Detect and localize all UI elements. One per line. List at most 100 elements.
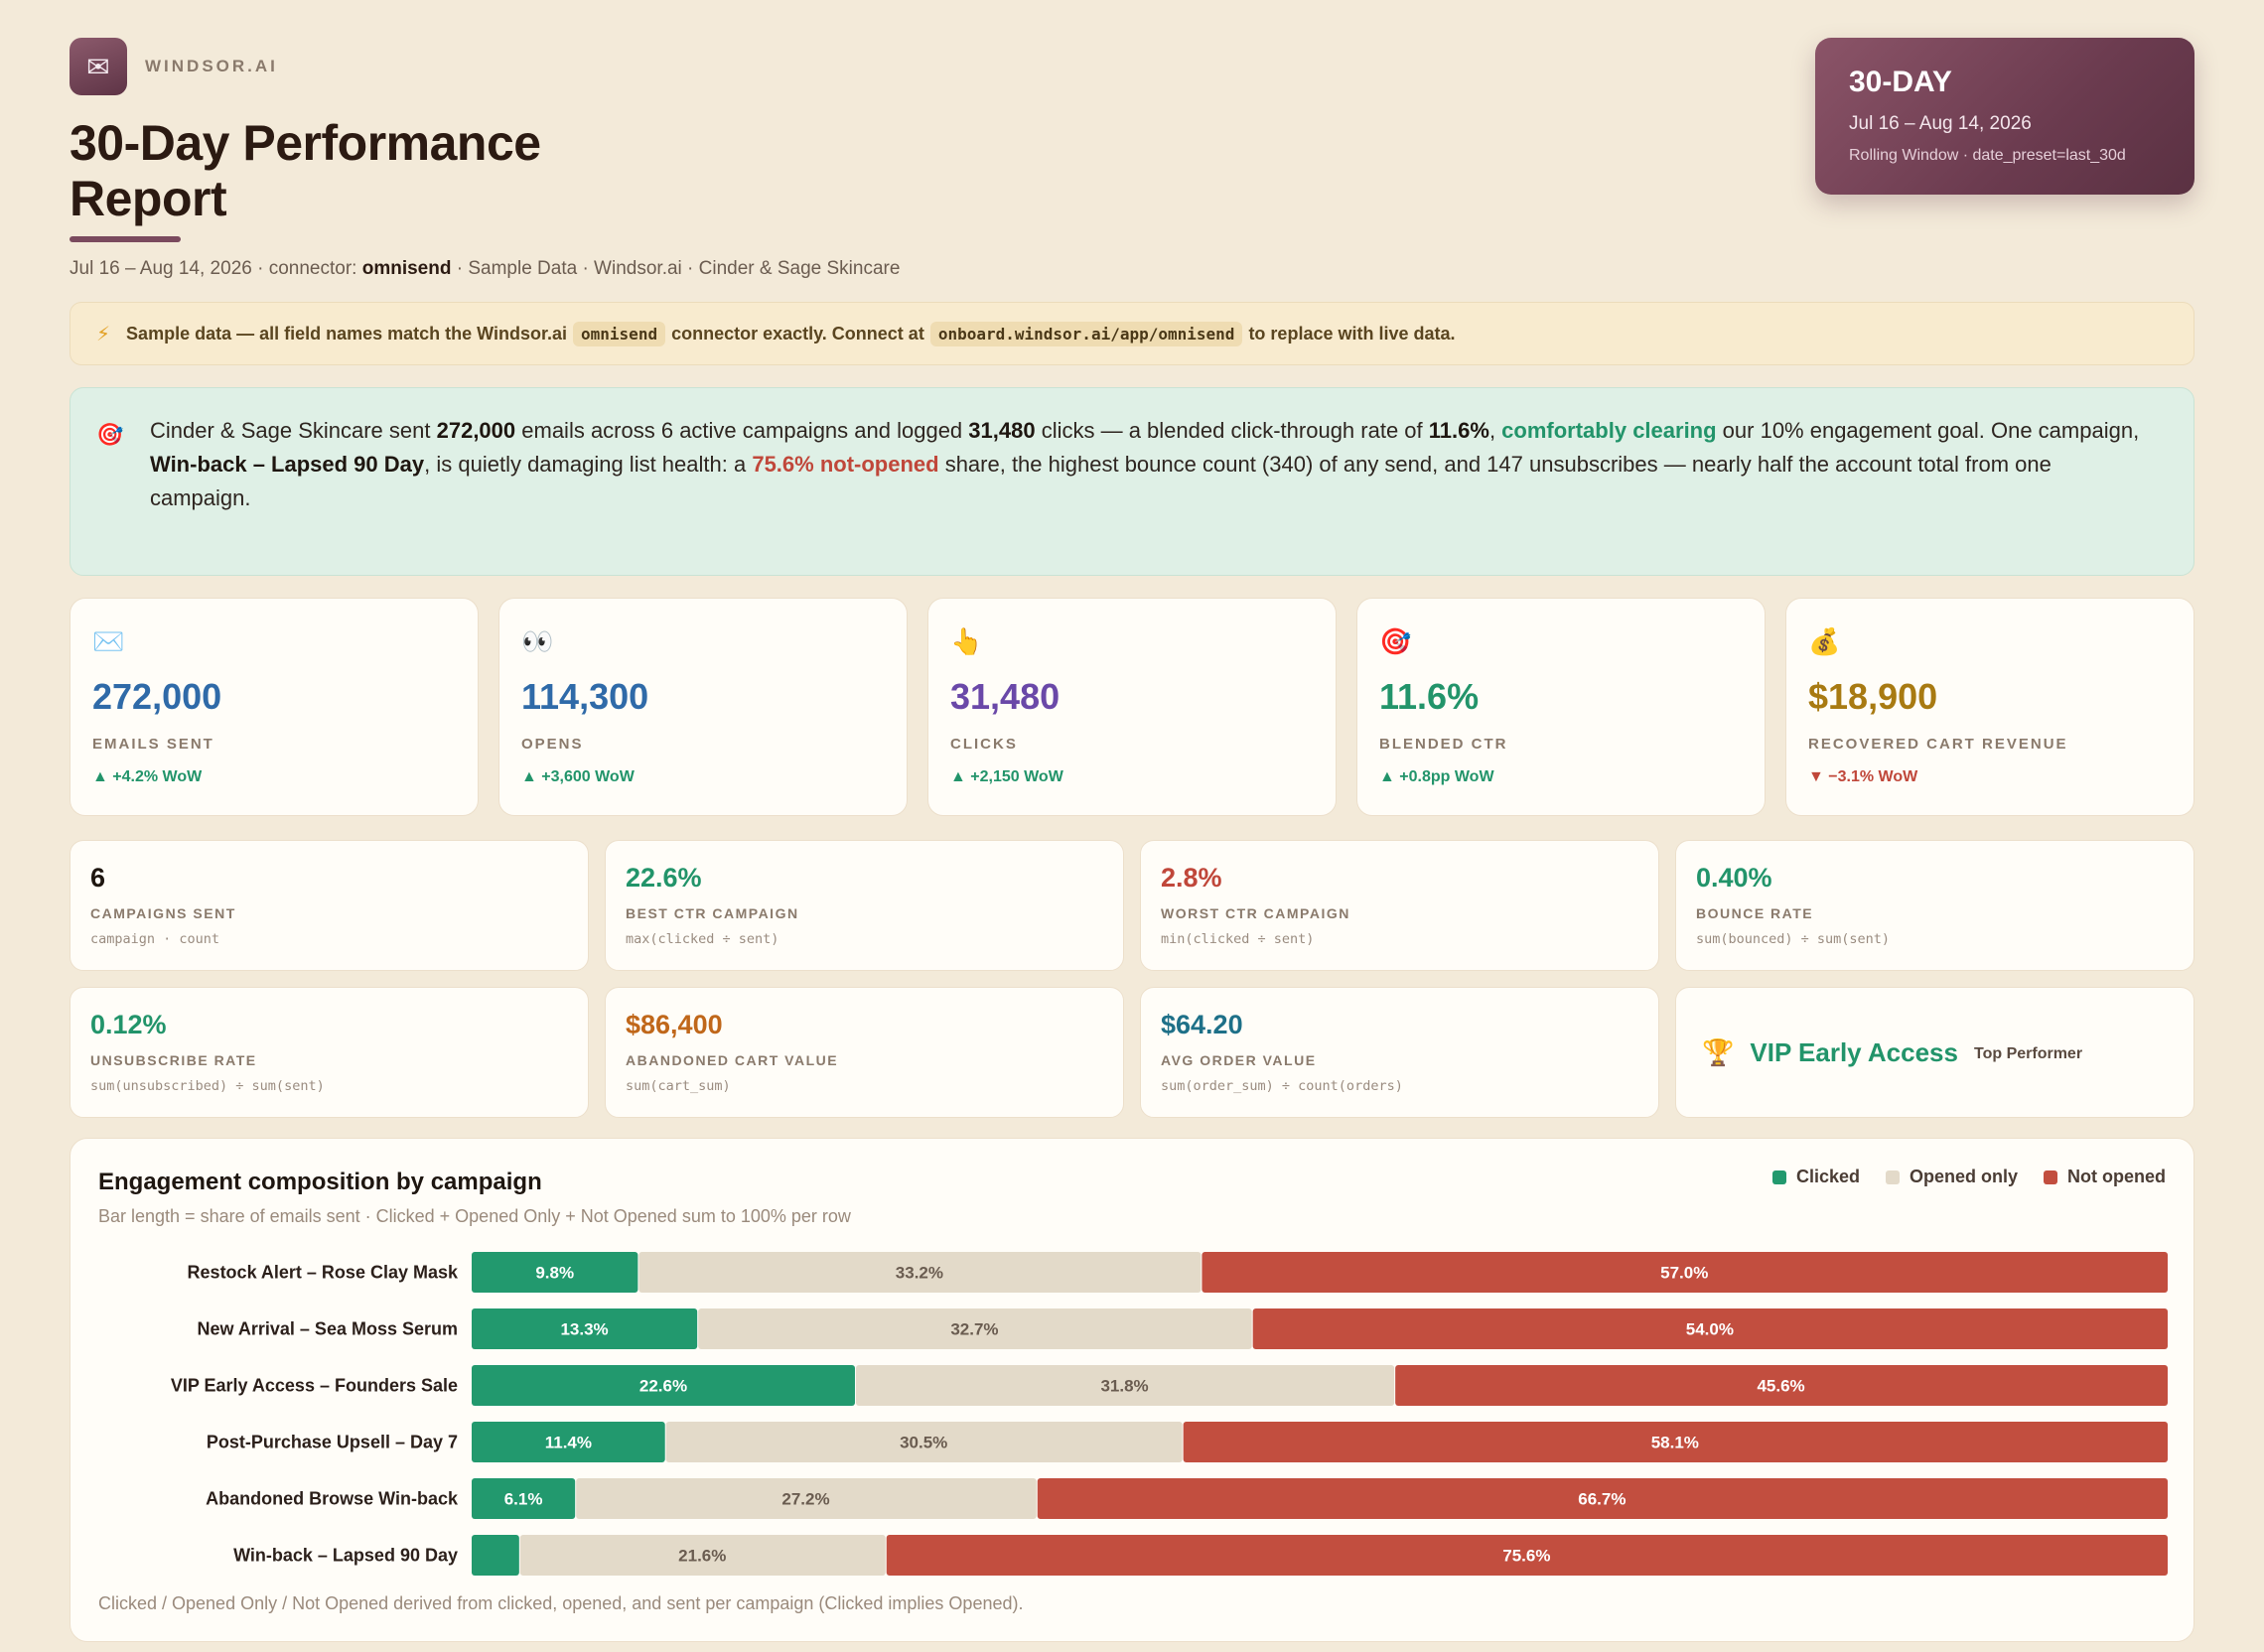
category-label: Win-back – Lapsed 90 Day: [233, 1546, 458, 1566]
bar-data-label: 75.6%: [1502, 1547, 1550, 1566]
bar-data-label: 58.1%: [1651, 1434, 1699, 1452]
banner-text-3: to replace with live data.: [1248, 323, 1456, 344]
top-performer-name: VIP Early Access: [1750, 1036, 1958, 1067]
chart-legend: Clicked Opened only Not opened: [1771, 1167, 2166, 1187]
metric-grid: 6 CAMPAIGNS SENT campaign · count 22.6% …: [70, 840, 2194, 1118]
bar-segment-not-opened[interactable]: [1395, 1365, 2168, 1406]
metric-card-unsubscribe-rate: 0.12% UNSUBSCRIBE RATE sum(unsubscribed)…: [70, 987, 589, 1118]
brand-row: ✉ WINDSOR.AI: [70, 38, 2194, 95]
metric-formula: sum(bounced) ÷ sum(sent): [1696, 931, 1891, 947]
kpi-delta: ▲ +3,600 WoW: [521, 768, 635, 785]
summary-text: Cinder & Sage Skincare sent 272,000 emai…: [150, 418, 2140, 510]
metric-label: BOUNCE RATE: [1696, 905, 1814, 921]
bar-data-label: 9.8%: [535, 1264, 574, 1283]
legend-swatch: [1885, 1170, 1900, 1184]
kpi-value: 114,300: [521, 676, 649, 717]
banner-text-1: Sample data — all field names match the …: [126, 323, 568, 344]
page-title: 30-Day Performance Report: [70, 115, 541, 226]
kpi-delta: ▲ +4.2% WoW: [92, 768, 203, 785]
bar-segment-not-opened[interactable]: [886, 1535, 2169, 1576]
top-performer-tag: Top Performer: [1973, 1045, 2083, 1062]
bar-data-label: 27.2%: [781, 1490, 829, 1509]
kpi-card-recovered-revenue: 💰 $18,900 RECOVERED CART REVENUE ▼ −3.1%…: [1785, 598, 2194, 816]
brand-name: WINDSOR.AI: [145, 57, 278, 75]
kpi-row: ✉️ 272,000 EMAILS SENT ▲ +4.2% WoW 👀 114…: [70, 598, 2194, 816]
bar-data-label: 57.0%: [1660, 1264, 1708, 1283]
target-icon: 🎯: [96, 422, 124, 447]
bar-segment-not-opened[interactable]: [1252, 1308, 2168, 1349]
banner-text: Sample data — all field names match the …: [126, 321, 1456, 346]
kpi-card-clicks: 👆 31,480 CLICKS ▲ +2,150 WoW: [927, 598, 1337, 816]
period-dates: Jul 16 – Aug 14, 2026: [1849, 113, 2032, 134]
bar-segment-clicked[interactable]: [472, 1535, 519, 1576]
banner-url-code[interactable]: onboard.windsor.ai/app/omnisend: [929, 321, 1243, 346]
chart-title: Engagement composition by campaign: [98, 1169, 542, 1195]
bar-segment-not-opened[interactable]: [1183, 1422, 2168, 1462]
metric-label: CAMPAIGNS SENT: [90, 905, 236, 921]
bar-segment-clicked[interactable]: [472, 1422, 665, 1462]
category-label: New Arrival – Sea Moss Serum: [198, 1319, 458, 1339]
top-performer-card: 🏆 VIP Early Access Top Performer: [1675, 987, 2194, 1118]
banner-connector-code: omnisend: [573, 321, 666, 346]
period-sub: Rolling Window · date_preset=last_30d: [1849, 147, 2126, 164]
metric-value: 2.8%: [1161, 863, 1222, 893]
kpi-label: BLENDED CTR: [1379, 736, 1508, 753]
bar-data-label: 45.6%: [1757, 1377, 1804, 1396]
metric-formula: max(clicked ÷ sent): [626, 931, 779, 947]
envelope-icon: ✉️: [92, 626, 125, 656]
metric-formula: sum(order_sum) ÷ count(orders): [1161, 1078, 1403, 1094]
metric-card-avg-order-value: $64.20 AVG ORDER VALUE sum(order_sum) ÷ …: [1140, 987, 1659, 1118]
bar-segment-opened-only[interactable]: [698, 1308, 1252, 1349]
metric-card-best-ctr: 22.6% BEST CTR CAMPAIGN max(clicked ÷ se…: [605, 840, 1124, 971]
legend-swatch: [2044, 1170, 2057, 1184]
bar-segment-not-opened[interactable]: [1037, 1478, 2168, 1519]
bar-data-label: 33.2%: [896, 1264, 943, 1283]
chart-subtitle: Bar length = share of emails sent · Clic…: [98, 1206, 851, 1226]
metric-label: BEST CTR CAMPAIGN: [626, 905, 799, 921]
category-label: Abandoned Browse Win-back: [206, 1489, 459, 1509]
bar-segment-opened-only[interactable]: [519, 1535, 886, 1576]
kpi-card-opens: 👀 114,300 OPENS ▲ +3,600 WoW: [498, 598, 908, 816]
banner-text-2: connector exactly. Connect at: [671, 323, 924, 344]
kpi-card-emails-sent: ✉️ 272,000 EMAILS SENT ▲ +4.2% WoW: [70, 598, 479, 816]
kpi-delta: ▲ +2,150 WoW: [950, 768, 1063, 785]
bar-segment-clicked[interactable]: [472, 1365, 856, 1406]
bar-segment-opened-only[interactable]: [638, 1252, 1202, 1293]
engagement-chart-card: Restock Alert – Rose Clay Mask 9.8% 33.2% 5…: [70, 1138, 2194, 1642]
bar-data-label: 54.0%: [1686, 1320, 1734, 1339]
metric-value: 0.12%: [90, 1010, 167, 1039]
metric-formula: min(clicked ÷ sent): [1161, 931, 1315, 947]
bar-segment-opened-only[interactable]: [665, 1422, 1183, 1462]
kpi-label: RECOVERED CART REVENUE: [1808, 736, 2068, 753]
envelope-icon: ✉: [70, 38, 127, 95]
subtitle-suffix: · Sample Data · Windsor.ai · Cinder & Sa…: [451, 258, 901, 279]
subtitle-connector: omnisend: [361, 258, 452, 279]
bar-data-label: 66.7%: [1578, 1490, 1626, 1509]
kpi-label: OPENS: [521, 736, 584, 753]
metric-value: 22.6%: [626, 863, 702, 893]
bar-segment-opened-only[interactable]: [856, 1365, 1395, 1406]
legend-swatch: [1771, 1170, 1786, 1184]
metric-formula: sum(cart_sum): [626, 1078, 731, 1094]
trophy-icon: 🏆: [1702, 1036, 1735, 1067]
bar-data-label: 6.1%: [504, 1490, 543, 1509]
bar-segment-clicked[interactable]: [472, 1252, 638, 1293]
kpi-delta: ▲ +0.8pp WoW: [1379, 768, 1494, 785]
title-underline: [70, 236, 181, 242]
period-card: 30-DAY Jul 16 – Aug 14, 2026 Rolling Win…: [1815, 38, 2194, 195]
bar-segment-not-opened[interactable]: [1202, 1252, 2168, 1293]
metric-formula: sum(unsubscribed) ÷ sum(sent): [90, 1078, 325, 1094]
report-page: ✉ WINDSOR.AI 30-Day Performance Report J…: [70, 38, 2194, 1642]
engagement-chart: Restock Alert – Rose Clay Mask 9.8% 33.2% 5…: [171, 1252, 2169, 1576]
pointing-hand-icon: 👆: [950, 626, 983, 656]
subtitle-prefix: Jul 16 – Aug 14, 2026 · connector:: [70, 258, 362, 279]
bar-segment-clicked[interactable]: [472, 1478, 576, 1519]
bar-data-label: 32.7%: [950, 1320, 998, 1339]
legend-item-not-opened: Not opened: [2044, 1167, 2166, 1187]
bar-segment-clicked[interactable]: [472, 1308, 698, 1349]
sample-data-banner: ⚡ Sample data — all field names match th…: [70, 302, 2194, 365]
metric-formula: campaign · count: [90, 931, 220, 947]
bar-segment-opened-only[interactable]: [576, 1478, 1037, 1519]
legend-label: Clicked: [1795, 1167, 1860, 1186]
category-label: VIP Early Access – Founders Sale: [171, 1376, 458, 1396]
